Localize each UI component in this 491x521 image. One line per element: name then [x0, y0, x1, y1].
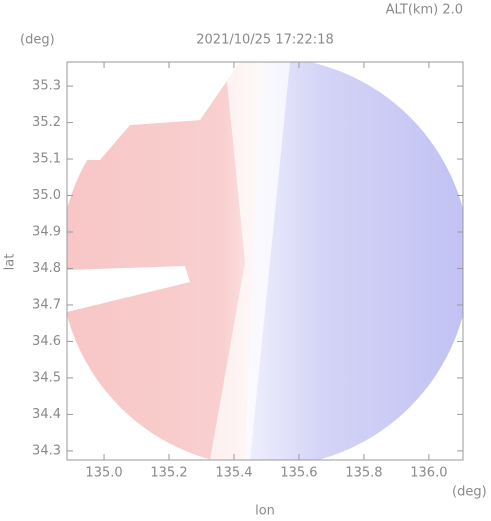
y-tick-label: 35.2 [32, 115, 61, 130]
x-tick-label: 135.4 [215, 466, 252, 481]
y-axis-label: lat [3, 254, 18, 271]
x-tick-label: 135.8 [345, 466, 382, 481]
y-tick-label: 35.3 [32, 79, 61, 94]
x-unit: (deg) [452, 485, 487, 500]
x-tick-label: 135.6 [280, 466, 317, 481]
y-tick-label: 34.5 [32, 370, 61, 385]
y-tick-label: 34.8 [32, 261, 61, 276]
subtitle: ALT(km) 2.0 [386, 3, 463, 18]
y-tick-label: 34.4 [32, 407, 61, 422]
radar-field [67, 62, 463, 460]
y-unit: (deg) [20, 33, 55, 48]
y-tick-label: 34.9 [32, 224, 61, 239]
y-tick-label: 35.1 [32, 152, 61, 167]
x-tick-label: 135.2 [150, 466, 187, 481]
y-tick-label: 34.3 [32, 443, 61, 458]
plot-frame [66, 61, 464, 461]
chart-title: 2021/10/25 17:22:18 [196, 33, 333, 48]
x-tick-label: 136.0 [410, 466, 447, 481]
x-tick-label: 135.0 [85, 466, 122, 481]
y-tick-label: 35.0 [32, 188, 61, 203]
x-axis-label: lon [255, 504, 275, 519]
y-tick-label: 34.7 [32, 297, 61, 312]
y-tick-label: 34.6 [32, 334, 61, 349]
